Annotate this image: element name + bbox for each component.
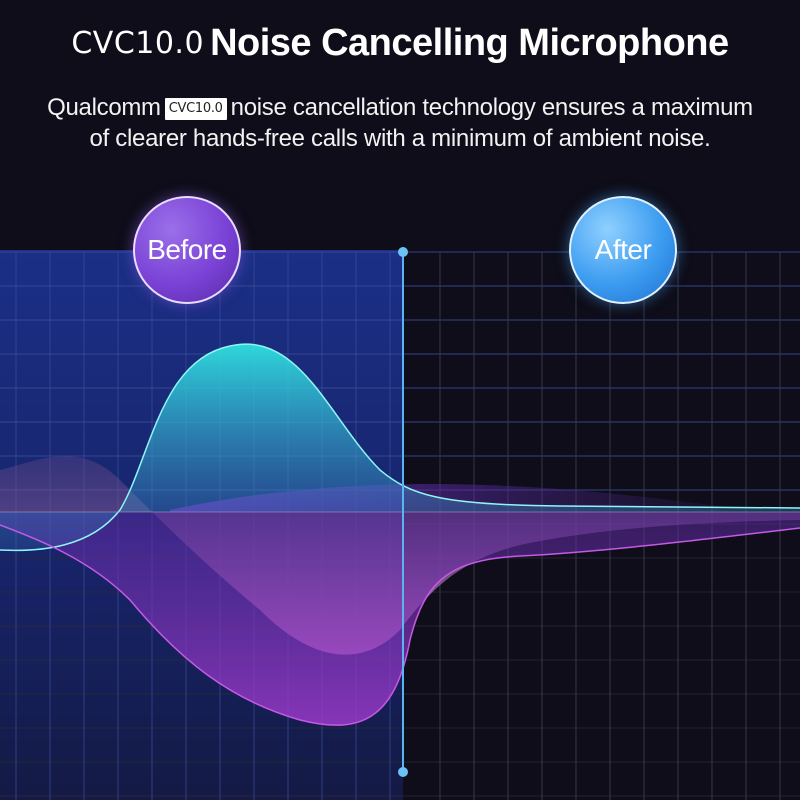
purple-outline: [0, 524, 800, 726]
page-title: CVC10.0 Noise Cancelling Microphone: [0, 18, 800, 68]
description-rest: noise cancellation technology ensures a …: [230, 94, 753, 121]
before-label: Before: [147, 234, 227, 265]
description-text: Qualcomm CVC10.0 noise cancellation techno…: [0, 92, 800, 154]
after-label-circle: After: [569, 196, 677, 304]
cyan-voice-outline: [0, 343, 800, 552]
purple-noise-wave: [0, 512, 800, 726]
description-lead: Qualcomm: [47, 94, 161, 121]
divider-handle-bottom[interactable]: [398, 767, 408, 777]
title-text: Noise Cancelling Microphone: [210, 21, 729, 64]
before-label-circle: Before: [133, 196, 241, 304]
title-version: CVC10.0: [71, 25, 205, 61]
after-label: After: [594, 234, 652, 265]
description-line2: of clearer hands-free calls with a minim…: [89, 125, 711, 152]
cyan-voice-wave: [0, 344, 800, 551]
divider-handle-top[interactable]: [398, 247, 408, 257]
version-badge: CVC10.0: [164, 98, 227, 120]
